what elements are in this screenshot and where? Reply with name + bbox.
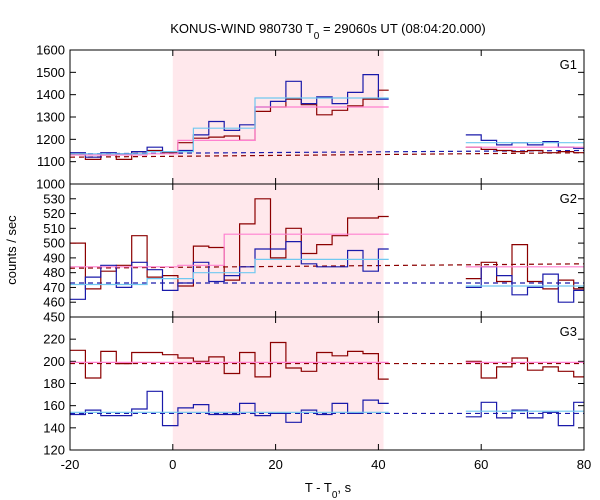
background-fit-line xyxy=(69,152,585,158)
series-dark-red xyxy=(465,146,584,154)
series-dark-red xyxy=(70,89,389,160)
series-light-blue xyxy=(70,258,389,286)
series-light-blue xyxy=(70,97,389,155)
y-tick-label: 480 xyxy=(43,265,65,280)
y-tick-label: 460 xyxy=(43,295,65,310)
series-dark-blue xyxy=(70,241,389,300)
background-fit-line xyxy=(69,263,585,269)
y-tick-label: 180 xyxy=(43,376,65,391)
chart-title: KONUS-WIND 980730 T0 = 29060s UT (08:04:… xyxy=(170,21,485,42)
y-axis-label: counts / sec xyxy=(4,215,19,285)
series-pink xyxy=(70,233,389,268)
shaded-interval xyxy=(172,317,384,450)
series-dark-red xyxy=(465,244,584,290)
y-tick-label: 140 xyxy=(43,420,65,435)
x-tick-label: 80 xyxy=(577,457,591,472)
panel-frame xyxy=(69,316,585,451)
x-axis-label: T - T0, s xyxy=(305,480,352,500)
x-tick-label: 0 xyxy=(169,457,176,472)
series-dark-blue xyxy=(465,134,584,149)
series-dark-red xyxy=(465,357,584,379)
y-tick-label: 470 xyxy=(43,280,65,295)
x-tick-label: 60 xyxy=(474,457,488,472)
x-tick-label: 20 xyxy=(268,457,282,472)
y-tick-label: 1000 xyxy=(36,177,65,192)
y-tick-label: 450 xyxy=(43,310,65,325)
y-tick-label: 520 xyxy=(43,206,65,221)
y-tick-label: 160 xyxy=(43,398,65,413)
y-tick-label: 1300 xyxy=(36,110,65,125)
shaded-interval xyxy=(172,50,384,184)
panel-label: G3 xyxy=(560,324,577,339)
y-tick-label: 1500 xyxy=(36,65,65,80)
y-tick-label: 200 xyxy=(43,354,65,369)
panel-g1: 1000 1100 1200 1300 1400 1500 1600 G1 xyxy=(36,43,585,192)
y-tick-label: 510 xyxy=(43,221,65,236)
series-dark-blue xyxy=(465,401,584,427)
y-tick-label: 120 xyxy=(43,443,65,458)
panels-group: 1000110012001300140015001600G14504604704… xyxy=(36,43,591,473)
y-tick-label: 490 xyxy=(43,250,65,265)
series-dark-red xyxy=(70,341,389,380)
panel-g3: 120 140 160 180 200 220 G3 xyxy=(43,316,585,458)
panel-label: G1 xyxy=(560,57,577,72)
y-tick-label: 500 xyxy=(43,236,65,251)
panel-label: G2 xyxy=(560,191,577,206)
y-tick-label: 1200 xyxy=(36,132,65,147)
y-tick-label: 1600 xyxy=(36,43,65,58)
y-tick-label: 530 xyxy=(43,191,65,206)
x-tick-label: 40 xyxy=(371,457,385,472)
x-tick-label: -20 xyxy=(61,457,80,472)
series-dark-blue xyxy=(465,266,584,303)
y-tick-label: 1400 xyxy=(36,87,65,102)
y-tick-label: 1100 xyxy=(37,154,65,169)
y-tick-label: 220 xyxy=(43,332,65,347)
